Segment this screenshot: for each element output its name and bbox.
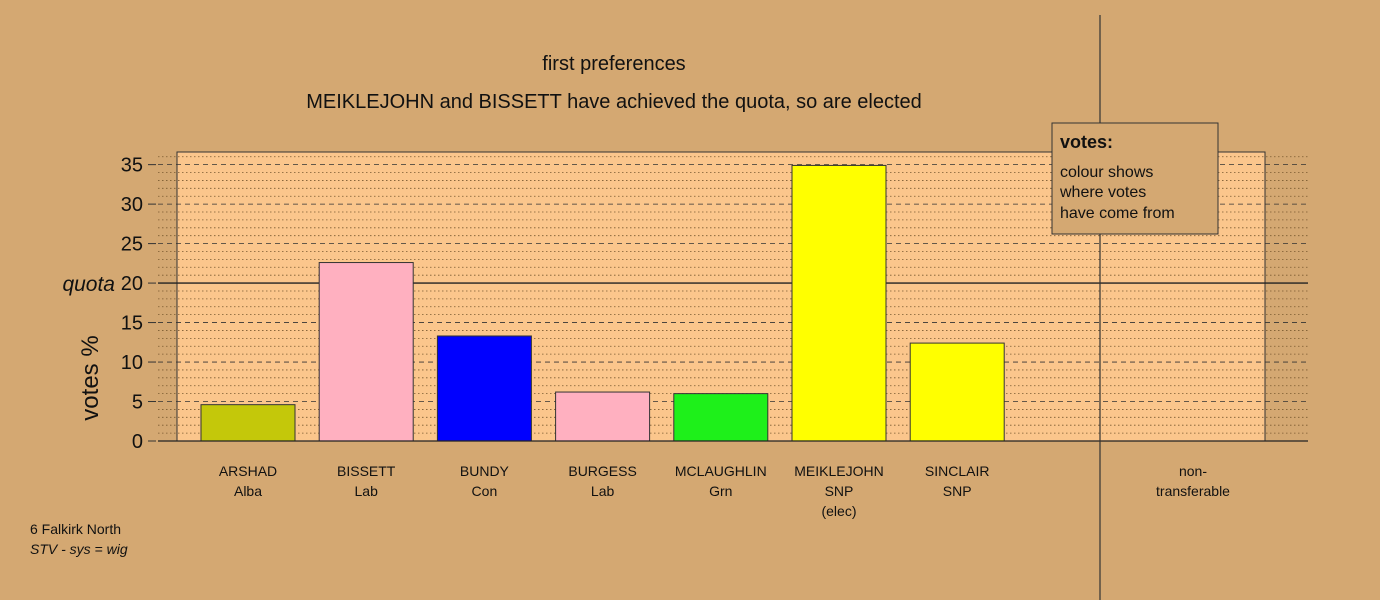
footer: STV - sys = wig (30, 541, 128, 557)
legend-text: have come from (1060, 205, 1175, 222)
legend-text: colour shows (1060, 164, 1153, 181)
x-tick-label: SNP (825, 483, 854, 499)
quota-label: quota (62, 273, 115, 296)
y-tick-label: 5 (132, 392, 143, 414)
y-tick-label: 30 (121, 194, 143, 216)
y-tick-label: 20 (121, 273, 143, 295)
bar (791, 164, 887, 442)
x-tick-label: BURGESS (568, 463, 636, 479)
legend-text: where votes (1059, 184, 1146, 201)
x-tick-label: SINCLAIR (925, 463, 990, 479)
bar (318, 262, 414, 442)
legend-title: votes: (1060, 132, 1113, 152)
x-tick-label: non- (1179, 463, 1207, 479)
x-tick-label: transferable (1156, 483, 1230, 499)
x-tick-label: (elec) (821, 503, 856, 519)
marks: 0 5 10 15 20 25 30 35 quota ARSHAD Alba BISSETT Lab B… (62, 155, 1308, 519)
legend: votes: colour shows where votes have com… (1051, 122, 1219, 235)
bar (436, 335, 532, 442)
x-tick-label: BUNDY (460, 463, 510, 479)
bar (555, 391, 651, 442)
y-tick-label: 15 (121, 313, 143, 335)
bar (909, 342, 1005, 442)
y-tick-label: 0 (132, 431, 143, 453)
x-tick-label: Lab (355, 483, 379, 499)
x-tick-label: ARSHAD (219, 463, 277, 479)
bar (200, 404, 296, 442)
y-tick-label: 35 (121, 155, 143, 177)
y-tick-label: 10 (121, 352, 143, 374)
footer: 6 Falkirk North (30, 521, 121, 537)
y-axis-label: votes % (77, 335, 104, 420)
chart-title: first preferences (542, 53, 685, 75)
x-tick-label: Lab (591, 483, 615, 499)
bar (673, 393, 769, 442)
x-tick-label: Alba (234, 483, 262, 499)
legend-box (1051, 122, 1219, 235)
x-tick-label: SNP (943, 483, 972, 499)
x-tick-label: Grn (709, 483, 732, 499)
y-tick-label: 25 (121, 234, 143, 256)
x-tick-label: BISSETT (337, 463, 396, 479)
chart-subtitle: MEIKLEJOHN and BISSETT have achieved the… (306, 91, 922, 113)
x-tick-label: Con (472, 483, 498, 499)
x-tick-label: MEIKLEJOHN (794, 463, 883, 479)
x-tick-label: MCLAUGHLIN (675, 463, 767, 479)
